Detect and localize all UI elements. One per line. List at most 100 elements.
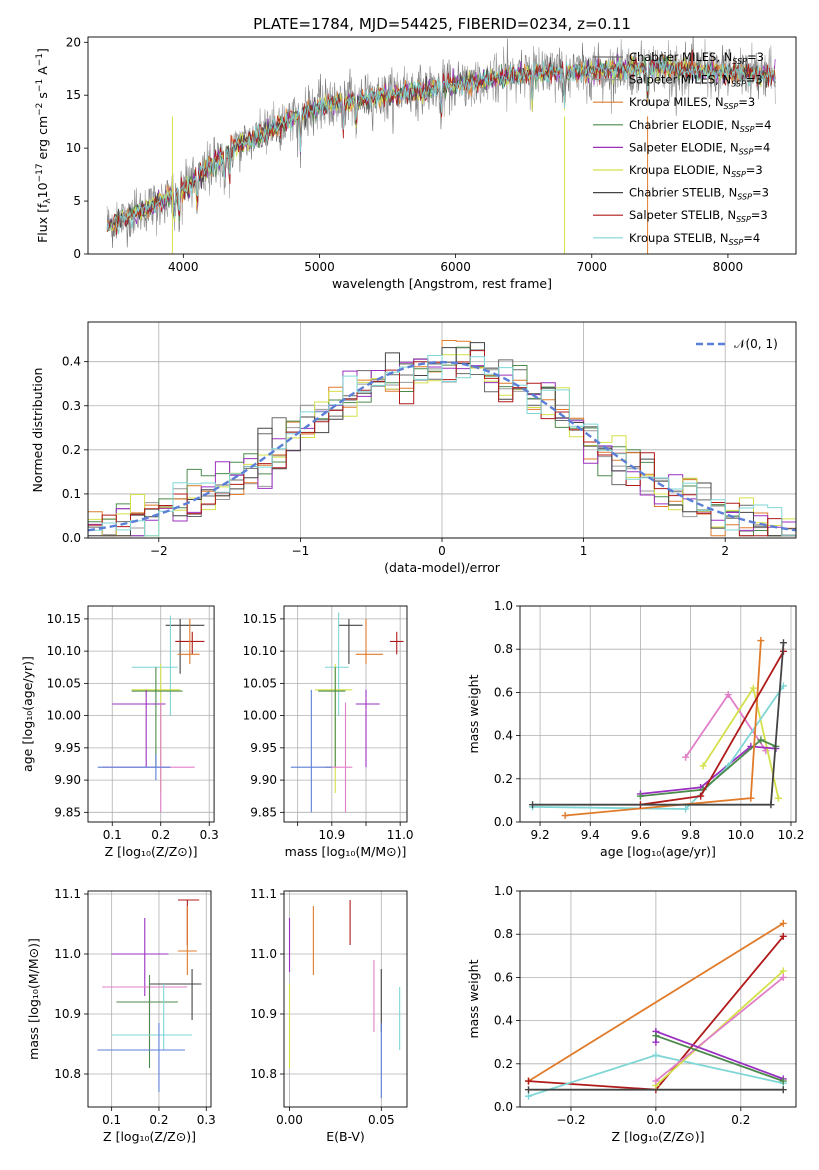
x-axis-label: Z [log₁₀(Z/Z⊙)] (103, 1129, 196, 1144)
age-vs-metallicity-panel: 0.1 0.2 0.3 9.85 9.90 9.95 10.00 10.05 10.10 10.1… (20, 605, 219, 859)
x-tick-label: 5000 (304, 260, 335, 274)
x-tick-label: 2 (721, 544, 729, 558)
weight-marker (636, 792, 644, 800)
legend-entry: Chabrier ELODIE, NSSP=4 (629, 118, 771, 134)
y-tick-label: 0.4 (494, 1014, 513, 1028)
y-tick-label: 10.15 (47, 612, 81, 626)
weight-line (640, 738, 777, 797)
weight-marker (779, 919, 787, 927)
y-tick-label: 11.1 (250, 887, 277, 901)
axes-frame (283, 890, 408, 1108)
x-tick-label: −1 (292, 544, 310, 558)
y-tick-label: 10 (66, 141, 81, 155)
weight-marker (682, 805, 690, 813)
age-vs-mass-panel: 10.9 11.0 9.85 9.90 9.95 10.00 10.05 10.10 10.15… (243, 605, 414, 859)
legend-entry: Chabrier MILES, NSSP=3 (629, 50, 764, 66)
weight-line (640, 745, 776, 795)
weight-marker (724, 691, 732, 699)
y-axis-label: mass weight (466, 674, 481, 753)
y-tick-label: 0.4 (62, 355, 81, 369)
axes-frame (87, 36, 797, 255)
weight-marker (757, 736, 765, 744)
x-tick-label: 7000 (576, 260, 607, 274)
x-tick-label: 0.0 (646, 1113, 665, 1127)
weight-marker (699, 762, 707, 770)
weight-marker (779, 682, 787, 690)
x-tick-label: −0.2 (556, 1113, 585, 1127)
y-axis-label: Flux [fλ10−17 erg cm−2 s−1 A−1] (35, 48, 53, 243)
legend-entry: Salpeter STELIB, NSSP=3 (629, 208, 768, 224)
weight-marker (652, 1051, 660, 1059)
weight-marker (524, 1092, 532, 1100)
x-axis-label: (data-model)/error (384, 560, 501, 575)
y-tick-label: 10.9 (250, 1007, 277, 1021)
weight-line (532, 642, 785, 806)
legend-entry: Salpeter ELODIE, NSSP=4 (629, 140, 770, 156)
x-axis-label: Z [log₁₀(Z/Z⊙)] (612, 1129, 705, 1144)
weight-marker (561, 812, 569, 820)
weight-line (528, 922, 784, 1082)
x-tick-label: 10.9 (318, 828, 345, 842)
x-axis-label: mass [log₁₀(M/M⊙)] (285, 844, 407, 859)
histogram-step (88, 355, 796, 537)
x-axis-label: age [log₁₀(age/yr)] (600, 844, 716, 859)
y-tick-label: 0.0 (62, 531, 81, 545)
weight-marker (767, 801, 775, 809)
y-tick-label: 10.00 (243, 709, 277, 723)
x-tick-label: 4000 (168, 260, 199, 274)
y-tick-label: 15 (66, 88, 81, 102)
y-tick-label: 11.1 (54, 887, 81, 901)
x-axis-label: Z [log₁₀(Z/Z⊙)] (105, 844, 198, 859)
x-axis-label: wavelength [Angstrom, rest frame] (332, 276, 552, 291)
weight-marker (697, 792, 705, 800)
weight-marker (682, 753, 690, 761)
weight-marker (652, 1038, 660, 1046)
weight-marker (779, 932, 787, 940)
y-tick-label: 0.2 (494, 1057, 513, 1071)
y-tick-label: 1.0 (494, 599, 513, 613)
weight-marker (779, 1086, 787, 1094)
x-tick-label: 8000 (713, 260, 744, 274)
legend-entry: Chabrier STELIB, NSSP=3 (629, 186, 769, 202)
x-tick-label: 9.4 (581, 828, 600, 842)
weight-marker (529, 801, 537, 809)
y-tick-label: 0.2 (62, 443, 81, 457)
y-tick-label: 0.2 (494, 772, 513, 786)
y-tick-label: 1.0 (494, 884, 513, 898)
weight-line (655, 1034, 784, 1082)
axes-frame (87, 890, 212, 1108)
y-tick-label: 10.10 (243, 644, 277, 658)
spectrum-panel: 4000 5000 6000 7000 8000 0 5 10 15 20 wavelength [… (35, 35, 797, 291)
weight-marker (652, 1032, 660, 1040)
weight-marker (747, 794, 755, 802)
x-tick-label: 0.1 (102, 1113, 121, 1127)
y-tick-label: 9.85 (54, 805, 81, 819)
legend-entry: Salpeter MILES, NSSP=3 (629, 73, 763, 89)
y-tick-label: 9.95 (250, 741, 277, 755)
x-tick-label: 0.3 (200, 828, 219, 842)
axes-frame (283, 605, 408, 823)
y-tick-label: 0.6 (494, 970, 513, 984)
weight-marker (779, 973, 787, 981)
y-tick-label: 9.90 (250, 773, 277, 787)
y-axis-label: mass weight (466, 959, 481, 1038)
legend-entry: 𝒩(0, 1) (734, 337, 778, 351)
weight-line (655, 976, 784, 1082)
mass-vs-ebv-panel: 0.00 0.05 10.8 10.9 11.0 11.1 E(B-V) (250, 887, 408, 1144)
y-tick-label: 9.90 (54, 773, 81, 787)
y-tick-label: 10.00 (47, 709, 81, 723)
x-tick-label: 11.0 (387, 828, 414, 842)
mass-weight-vs-age-panel: 9.2 9.4 9.6 9.8 10.0 10.2 0.0 0.2 0.4 0.6 0.8 1.0 ag… (466, 599, 804, 859)
x-tick-label: 0 (438, 544, 446, 558)
weight-marker (779, 967, 787, 975)
axes-frame (519, 890, 797, 1108)
axes-frame (87, 321, 797, 539)
x-tick-label: 0.00 (276, 1113, 303, 1127)
normal-curve (87, 360, 797, 532)
y-tick-label: 0.1 (62, 487, 81, 501)
weight-marker (652, 1077, 660, 1085)
y-tick-label: 9.95 (54, 741, 81, 755)
axes-frame (519, 605, 797, 823)
mass-vs-metallicity-panel: 0.1 0.2 0.3 10.8 10.9 11.0 11.1 Z [log₁₀(Z/Z⊙)]… (26, 887, 216, 1144)
